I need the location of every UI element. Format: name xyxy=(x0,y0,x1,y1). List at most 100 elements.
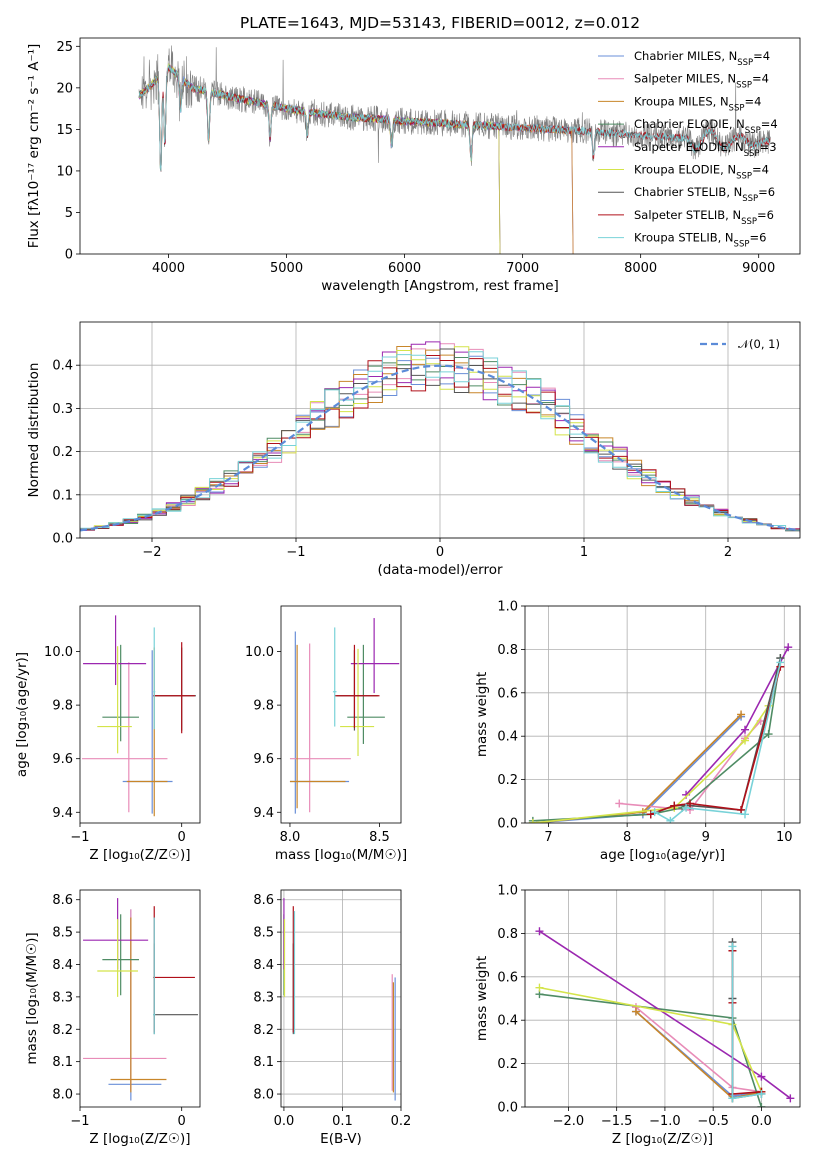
y-tick-label: 8.6 xyxy=(253,893,274,908)
weight-marker xyxy=(528,819,537,823)
weight-marker xyxy=(784,643,793,652)
y-tick-label: 0.0 xyxy=(497,817,518,832)
axes-frame xyxy=(280,605,402,824)
weight-marker xyxy=(631,1007,640,1016)
legend-label: Salpeter STELIB, NSSP=6 xyxy=(634,208,774,227)
x-tick-label: 9 xyxy=(702,830,710,845)
weight-marker xyxy=(764,730,773,739)
y-axis-label: mass [log₁₀(M/M☉)] xyxy=(24,932,40,1064)
y-tick-label: 8.0 xyxy=(52,1088,73,1103)
mass-weight-vs-metallicity-panel: −2.0 −1.5 −1.0 −0.5 0.0 0.0 0.2 0.4 0.6 0.8 1.0 Z [… xyxy=(474,884,801,1147)
mass-weight-vs-age-panel: 7 8 9 10 0.0 0.2 0.4 0.6 0.8 1.0 age [log₁₀(age/yr… xyxy=(474,600,801,863)
weight-marker xyxy=(757,1072,766,1081)
mass-vs-ebv-panel: 0.0 0.1 0.2 8.0 8.1 8.2 8.3 8.4 8.5 8.6 E(B-V) xyxy=(253,889,411,1147)
y-tick-label: 10.0 xyxy=(44,645,73,660)
y-tick-label: 8.1 xyxy=(52,1055,73,1070)
weight-marker xyxy=(535,927,544,936)
y-tick-label: 9.6 xyxy=(253,752,274,767)
x-axis-label: mass [log₁₀(M/M☉)] xyxy=(275,847,407,863)
x-tick-label: 8000 xyxy=(624,261,657,276)
weight-marker xyxy=(737,710,746,719)
x-tick-label: −1 xyxy=(286,545,305,560)
x-tick-label: −2.0 xyxy=(553,1114,585,1129)
y-axis-label: mass weight xyxy=(474,672,490,757)
y-tick-label: 0.0 xyxy=(497,1101,518,1116)
residual-histogram-8 xyxy=(80,355,800,533)
y-tick-label: 8.1 xyxy=(253,1055,274,1070)
weight-marker xyxy=(650,808,659,817)
y-tick-label: 8.2 xyxy=(52,1023,73,1038)
y-tick-label: 8.4 xyxy=(52,958,73,973)
legend-label: 𝒩(0, 1) xyxy=(738,337,780,351)
x-tick-label: 7000 xyxy=(506,261,539,276)
legend-label: Chabrier STELIB, NSSP=6 xyxy=(634,185,775,204)
weight-marker xyxy=(776,658,785,667)
model-spectrum-6 xyxy=(138,63,501,254)
y-tick-label: 10 xyxy=(56,164,73,179)
axes-frame xyxy=(524,605,801,824)
residuals-panel: −2 −1 0 1 2 0.0 0.1 0.2 0.3 0.4 (data-model)/error… xyxy=(26,321,801,578)
x-tick-label: 8 xyxy=(623,830,631,845)
x-axis-label: age [log₁₀(age/yr)] xyxy=(600,847,725,863)
x-tick-label: −1.5 xyxy=(601,1114,633,1129)
age-vs-mass-panel: 8.0 8.5 9.4 9.6 9.8 10.0 mass [log₁₀(M/M☉)] xyxy=(245,605,407,863)
weight-marker xyxy=(757,1089,766,1098)
y-tick-label: 8.4 xyxy=(253,958,274,973)
y-tick-label: 9.4 xyxy=(253,806,274,821)
mass-vs-metallicity-panel: −1 0 8.0 8.1 8.2 8.3 8.4 8.5 8.6 Z [log₁₀(Z/Z☉)] m… xyxy=(24,889,201,1147)
y-tick-label: 0.4 xyxy=(497,730,518,745)
y-tick-label: 8.6 xyxy=(52,893,73,908)
weight-marker xyxy=(535,983,544,992)
x-tick-label: −0.5 xyxy=(697,1114,729,1129)
legend-label: Kroupa ELODIE, NSSP=4 xyxy=(634,163,769,182)
legend-label: Kroupa STELIB, NSSP=6 xyxy=(634,231,766,250)
weight-line-8 xyxy=(731,950,762,1095)
weight-line-9 xyxy=(731,946,762,1100)
x-tick-label: −1.0 xyxy=(649,1114,681,1129)
weight-line-6 xyxy=(532,705,770,823)
weight-lines xyxy=(528,643,793,823)
y-tick-label: 8.5 xyxy=(52,926,73,941)
x-tick-label: 0.1 xyxy=(332,1114,353,1129)
weight-marker xyxy=(741,736,749,745)
weight-marker xyxy=(757,1103,766,1107)
axes-frame xyxy=(79,321,801,539)
y-tick-label: 0.2 xyxy=(497,1057,518,1072)
x-tick-label: 8.0 xyxy=(280,830,301,845)
x-tick-label: 0.0 xyxy=(751,1114,772,1129)
weight-line-4 xyxy=(539,993,763,1107)
x-axis-label: wavelength [Angstrom, rest frame] xyxy=(321,278,559,294)
y-tick-label: 9.8 xyxy=(52,699,73,714)
weight-marker xyxy=(686,799,694,808)
x-tick-label: 1 xyxy=(580,545,588,560)
x-axis-label: Z [log₁₀(Z/Z☉)] xyxy=(89,847,190,863)
y-axis-label: Normed distribution xyxy=(26,363,42,498)
x-tick-label: 6000 xyxy=(388,261,421,276)
errorbar-group xyxy=(283,898,396,1101)
weight-marker xyxy=(728,942,737,951)
y-tick-label: 8.5 xyxy=(253,926,274,941)
errorbar-group xyxy=(82,615,196,817)
y-axis-label: Flux [fλ10⁻¹⁷ erg cm⁻² s⁻¹ A⁻¹] xyxy=(26,44,42,249)
spectrum-lines xyxy=(138,45,771,254)
y-tick-label: 8.3 xyxy=(52,990,73,1005)
weight-marker xyxy=(741,725,749,734)
y-tick-label: 8.2 xyxy=(253,1023,274,1038)
y-tick-label: 0.8 xyxy=(497,643,518,658)
weight-marker xyxy=(670,801,679,810)
x-tick-label: 9000 xyxy=(742,261,775,276)
weight-line-9 xyxy=(654,662,782,822)
weight-marker xyxy=(741,810,749,819)
errorbar-group xyxy=(83,898,198,1101)
x-tick-label: −1 xyxy=(70,830,89,845)
weight-line-3 xyxy=(635,1010,762,1100)
x-tick-label: 10 xyxy=(776,830,793,845)
y-axis-label: age [log₁₀(age/yr)] xyxy=(14,652,30,777)
model-spectrum-2 xyxy=(138,63,574,254)
weight-marker xyxy=(682,803,691,812)
y-tick-label: 0.1 xyxy=(52,488,73,503)
y-tick-label: 0.2 xyxy=(497,773,518,788)
x-axis-label: (data-model)/error xyxy=(377,562,503,578)
x-axis-label: E(B-V) xyxy=(320,1131,362,1147)
